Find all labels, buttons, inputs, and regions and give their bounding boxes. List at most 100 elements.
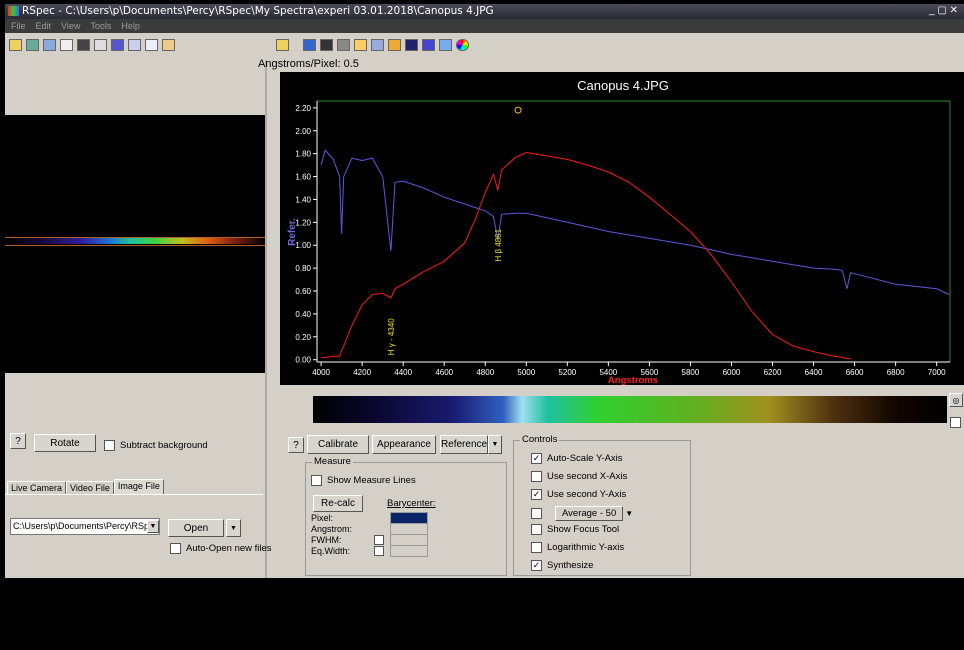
tool-icon[interactable] (303, 39, 316, 51)
y-tick-label: 0.00 (295, 356, 311, 365)
group-title: Controls (520, 434, 559, 445)
tool-icon[interactable] (320, 39, 333, 51)
checkbox-box[interactable] (531, 524, 542, 535)
tool-icon[interactable] (145, 39, 158, 51)
chart-background (280, 72, 964, 385)
checkbox-box[interactable]: ✓ (531, 453, 542, 464)
checkbox-box[interactable] (170, 543, 181, 554)
y-tick-label: 0.80 (295, 264, 311, 273)
checkbox[interactable]: ✓Auto-Scale Y-Axis (531, 453, 623, 464)
checkbox[interactable]: Show Measure Lines (311, 475, 416, 486)
checkbox[interactable]: ✓Use second Y-Axis (531, 489, 626, 500)
button[interactable]: Reference (440, 435, 488, 454)
menu-item[interactable]: Edit (36, 21, 52, 31)
x-tick-label: 6200 (764, 368, 782, 377)
x-tick-label: 6800 (887, 368, 905, 377)
tool-icon[interactable] (276, 39, 289, 51)
x-tick-label: 4400 (394, 368, 412, 377)
side-button[interactable]: ◎ (949, 393, 963, 407)
menu-item[interactable]: Help (121, 21, 140, 31)
checkbox[interactable]: Logarithmic Y-axis (531, 542, 624, 553)
open-button[interactable]: Open (168, 519, 224, 537)
checkbox-box[interactable] (104, 440, 115, 451)
y-tick-label: 0.20 (295, 333, 311, 342)
checkbox-box[interactable] (531, 508, 542, 519)
open-dropdown[interactable]: ▼ (226, 519, 241, 537)
window-buttons[interactable]: _ ▢ ✕ (929, 5, 961, 17)
page: RSpec - C:\Users\p\Documents\Percy\RSpec… (0, 0, 964, 650)
x-tick-label: 4000 (312, 368, 330, 377)
checkbox[interactable]: Average - 50▼ (531, 506, 633, 521)
button[interactable]: Appearance (372, 435, 436, 454)
checkbox-label: Average - 50 (555, 506, 623, 521)
checkbox-box[interactable] (531, 471, 542, 482)
tab[interactable]: Image File (114, 479, 164, 494)
chart: Canopus 4.JPG0.000.200.400.600.801.001.2… (280, 72, 964, 385)
tab[interactable]: Live Camera (7, 481, 66, 494)
app-window: RSpec - C:\Users\p\Documents\Percy\RSpec… (5, 4, 964, 578)
x-tick-label: 4200 (353, 368, 371, 377)
spectrum-strip (5, 238, 265, 244)
line-annotation: H γ - 4340 (387, 318, 396, 355)
recalc-button[interactable]: Re-calc (313, 495, 363, 512)
x-tick-label: 4600 (435, 368, 453, 377)
y-tick-label: 0.60 (295, 287, 311, 296)
tool-icon[interactable] (354, 39, 367, 51)
checkbox-box[interactable]: ✓ (531, 560, 542, 571)
window-title: RSpec - C:\Users\p\Documents\Percy\RSpec… (22, 5, 494, 17)
average-dropdown[interactable]: ▼ (625, 509, 633, 518)
y-axis-label: Refer. (287, 218, 298, 246)
x-axis-label: Angstroms (608, 375, 658, 385)
tab[interactable]: Video File (66, 481, 114, 494)
help-button[interactable]: ? (10, 433, 26, 449)
path-combo[interactable]: C:\Users\p\Documents\Percy\RSpec\ (10, 518, 160, 535)
side-checkbox[interactable] (950, 417, 961, 428)
checkbox[interactable]: Show Focus Tool (531, 524, 619, 535)
reference-dropdown[interactable]: ▼ (488, 435, 502, 454)
tool-icon[interactable] (405, 39, 418, 51)
x-tick-label: 5800 (682, 368, 700, 377)
tool-icon[interactable] (456, 39, 469, 51)
field-label: Pixel: (311, 513, 333, 523)
checkbox-box[interactable]: ✓ (531, 489, 542, 500)
tool-icon[interactable] (60, 39, 73, 51)
checkbox-label: Auto-Open new files (186, 543, 272, 554)
tool-icon[interactable] (388, 39, 401, 51)
tool-icon[interactable] (337, 39, 350, 51)
combo-arrow[interactable]: ▼ (147, 520, 159, 533)
measure-group: Measure Show Measure Lines Re-calc Baryc… (305, 462, 507, 576)
menu-item[interactable]: Tools (90, 21, 111, 31)
tool-icon[interactable] (439, 39, 452, 51)
tool-icon[interactable] (371, 39, 384, 51)
tool-icon[interactable] (111, 39, 124, 51)
tool-icon[interactable] (43, 39, 56, 51)
y-tick-label: 1.80 (295, 150, 311, 159)
checkbox[interactable]: Use second X-Axis (531, 471, 627, 482)
y-tick-label: 2.00 (295, 127, 311, 136)
checkbox[interactable]: Subtract background (104, 440, 208, 451)
field-checkbox[interactable] (374, 546, 384, 556)
tool-icon[interactable] (128, 39, 141, 51)
checkbox-box[interactable] (311, 475, 322, 486)
tool-icon[interactable] (9, 39, 22, 51)
x-tick-label: 4800 (476, 368, 494, 377)
field-checkbox[interactable] (374, 535, 384, 545)
button[interactable]: Calibrate (307, 435, 369, 454)
tool-icon[interactable] (26, 39, 39, 51)
x-tick-label: 6600 (846, 368, 864, 377)
tool-icon[interactable] (162, 39, 175, 51)
field-value (390, 545, 428, 557)
checkbox[interactable]: ✓Synthesize (531, 560, 593, 571)
controls-group: Controls ✓Auto-Scale Y-AxisUse second X-… (513, 440, 691, 576)
toolbar (5, 33, 964, 59)
help-button[interactable]: ? (288, 437, 304, 453)
tool-icon[interactable] (77, 39, 90, 51)
checkbox-box[interactable] (531, 542, 542, 553)
tool-icon[interactable] (94, 39, 107, 51)
menu-item[interactable]: View (61, 21, 80, 31)
checkbox[interactable]: Auto-Open new files (170, 543, 272, 554)
menu-item[interactable]: File (11, 21, 26, 31)
rotate-button[interactable]: Rotate (34, 434, 96, 452)
field-label: Angstrom: (311, 524, 352, 534)
tool-icon[interactable] (422, 39, 435, 51)
